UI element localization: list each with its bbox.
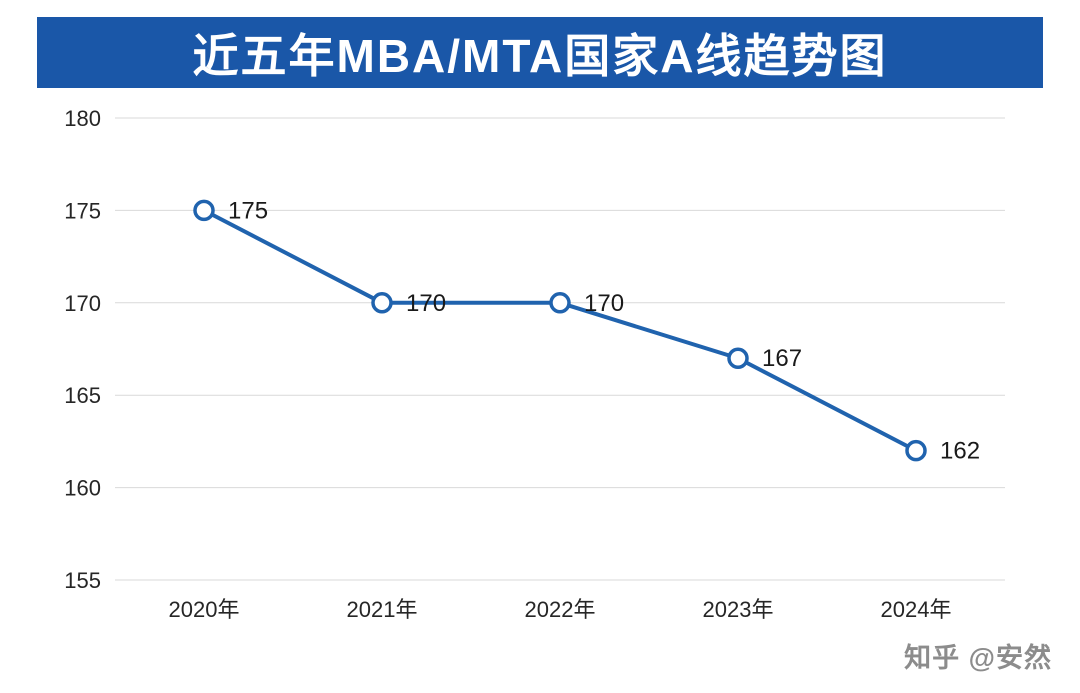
x-axis-tick-label: 2021年 <box>347 597 418 622</box>
watermark: 知乎 @安然 <box>904 643 1052 673</box>
x-axis-tick-label: 2024年 <box>881 597 952 622</box>
y-axis-tick-label: 165 <box>64 383 101 408</box>
y-axis-tick-label: 175 <box>64 198 101 223</box>
data-point-marker <box>905 439 927 462</box>
chart-title-banner: 近五年MBA/MTA国家A线趋势图 <box>37 17 1043 88</box>
y-axis-tick-label: 170 <box>64 291 101 316</box>
data-point-label: 167 <box>762 345 802 372</box>
data-point-marker <box>371 292 393 314</box>
data-point-label: 170 <box>406 290 446 317</box>
x-axis-tick-label: 2022年 <box>525 597 596 622</box>
trend-line <box>202 208 918 453</box>
x-axis-tick-label: 2020年 <box>169 597 240 622</box>
data-point-marker <box>193 199 215 222</box>
data-point-marker <box>727 347 749 369</box>
data-point-label: 170 <box>584 290 624 317</box>
y-axis-tick-label: 180 <box>64 106 101 131</box>
data-point-label: 175 <box>228 197 268 224</box>
data-point-label: 162 <box>940 438 980 465</box>
y-axis-tick-label: 160 <box>64 476 101 501</box>
chart-title: 近五年MBA/MTA国家A线趋势图 <box>192 29 888 82</box>
y-axis-tick-label: 155 <box>64 568 101 593</box>
x-axis-tick-label: 2023年 <box>703 597 774 622</box>
data-point-marker <box>549 292 571 314</box>
